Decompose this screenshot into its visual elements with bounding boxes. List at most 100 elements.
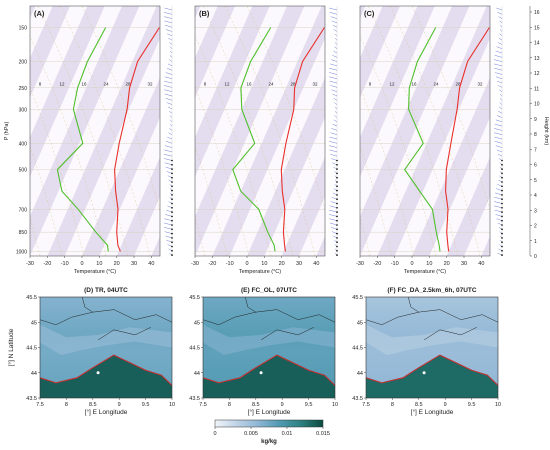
wind-barb: [168, 59, 173, 62]
barb-dot: [336, 189, 338, 192]
barb-dot: [171, 254, 173, 256]
plot-frame: [29, 5, 161, 257]
wind-barb: [330, 63, 338, 67]
wind-barb: [494, 67, 503, 71]
height-tick-label: 9: [534, 117, 537, 123]
dry-adiabat: [30, 87, 85, 256]
mixing-ratio-label: 32: [312, 81, 318, 86]
x-axis-label: Temperature (°C): [404, 269, 446, 275]
barb-dot: [171, 159, 173, 162]
barb-dot: [171, 172, 173, 175]
wind-barb: [332, 93, 338, 97]
isotherm-band: [30, 6, 71, 98]
wind-barb: [164, 80, 173, 84]
barb-dot: [171, 232, 173, 235]
wind-barb: [497, 42, 503, 45]
wind-barb: [163, 16, 173, 19]
mixing-ratio-label: 28: [455, 81, 461, 86]
wind-barb: [495, 50, 503, 54]
wind-barb: [164, 12, 173, 15]
height-tick-label: 4: [534, 193, 537, 199]
wind-barb: [497, 184, 503, 187]
x-tick-label: 10: [426, 261, 432, 267]
barb-dot: [336, 202, 338, 205]
region-border: [40, 309, 172, 326]
wind-barb: [498, 16, 503, 19]
mixing-ratio-label: 16: [81, 81, 87, 86]
wind-barb: [166, 239, 173, 243]
lat-tick-label: 44.5: [189, 346, 200, 352]
lon-tick-label: 8: [65, 402, 68, 408]
wind-barb: [330, 227, 338, 230]
barb-dot: [171, 228, 173, 231]
lon-tick-label: 9: [118, 402, 121, 408]
wind-barb: [329, 7, 338, 11]
isotherm-band: [47, 6, 160, 256]
wind-barb: [495, 119, 503, 123]
wind-barb: [334, 33, 338, 36]
barb-dot: [501, 224, 503, 226]
wind-barb: [498, 106, 503, 110]
wind-barb: [166, 209, 173, 213]
lat-tick-label: 43.5: [26, 396, 37, 402]
wind-barb: [329, 205, 338, 209]
sea-region: [40, 355, 172, 398]
barb-dot: [501, 202, 503, 205]
panel-label: (B): [199, 9, 210, 18]
wind-barb: [499, 98, 503, 101]
lon-tick-label: 9.5: [142, 402, 150, 408]
wind-barb: [168, 37, 173, 41]
barb-dot: [336, 224, 338, 226]
mixing-ratio-label: 28: [290, 81, 296, 86]
wind-barb: [332, 162, 338, 166]
wind-barb: [329, 80, 338, 84]
map-panel: (F) FC_DA_2.5km_6h, 07UTC 7.5 8 8.5 9 9.5 10 43…: [352, 287, 501, 416]
wind-barb: [494, 59, 503, 62]
barb-dot: [501, 198, 503, 200]
x-tick-label: -20: [43, 261, 51, 267]
isotherm-band: [116, 156, 160, 256]
height-tick-label: 3: [534, 208, 537, 214]
barb-dot: [501, 250, 503, 252]
lat-tick-label: 45: [31, 320, 37, 326]
map-title: (E) FC_OL, 07UTC: [241, 287, 297, 294]
wind-barb: [497, 110, 503, 114]
wind-barb: [495, 214, 503, 217]
skewt-row: 8 12 16 24 28 32(A)-30 -20 -10 0 10 20 30 40Temperat…: [4, 5, 549, 275]
barb-dot: [336, 185, 338, 188]
wind-barb: [328, 145, 338, 148]
dry-adiabat: [59, 6, 151, 256]
map-title: (D) TR, 04UTC: [84, 287, 128, 294]
dry-adiabat: [360, 87, 415, 256]
wind-barb: [333, 50, 338, 54]
colorbar-unit-label: kg/kg: [261, 439, 277, 445]
wind-barb: [494, 123, 503, 127]
wind-barb: [332, 24, 338, 28]
x-axis-label: Temperature (°C): [239, 269, 281, 275]
coastline: [203, 354, 335, 386]
barb-dot: [501, 181, 503, 183]
barb-dot: [336, 176, 338, 179]
wind-barb: [497, 80, 503, 84]
wind-barb: [164, 7, 173, 11]
barb-dot: [501, 232, 503, 235]
wind-barb: [328, 72, 338, 75]
x-tick-label: -30: [191, 261, 199, 267]
mixing-ratio-label: 12: [59, 81, 65, 86]
plot-frame: [194, 5, 326, 257]
lon-tick-label: 8: [228, 402, 231, 408]
wind-barb: [499, 89, 503, 92]
barb-dot: [501, 228, 503, 231]
barb-dot: [171, 168, 173, 170]
wind-barb: [169, 115, 173, 118]
dry-adiabat: [37, 6, 129, 256]
wind-barb: [495, 192, 503, 196]
mixing-ratio-label: 12: [224, 81, 230, 86]
lat-tick-label: 43.5: [352, 396, 363, 402]
region-border: [407, 297, 419, 313]
wind-barb: [168, 110, 173, 114]
wind-barb: [164, 227, 173, 230]
isotherm-band: [360, 6, 470, 256]
barb-dot: [171, 245, 173, 248]
barb-dot: [501, 207, 503, 209]
